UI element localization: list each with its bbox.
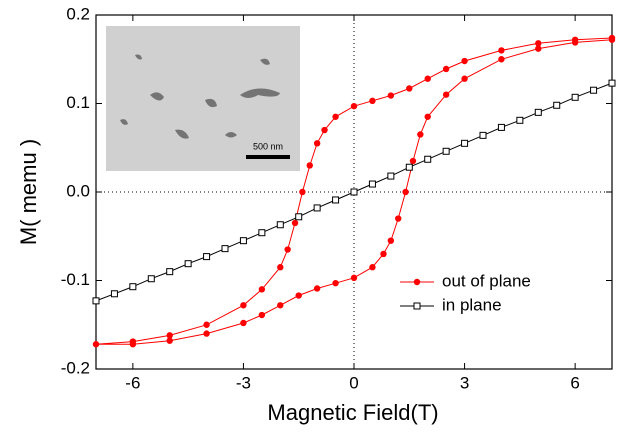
data-point [350, 102, 358, 110]
data-point [395, 215, 402, 222]
data-point [350, 274, 358, 282]
data-point [442, 65, 450, 73]
data-point [203, 321, 210, 328]
data-point [442, 147, 450, 155]
data-point [203, 253, 211, 261]
data-point [166, 337, 173, 344]
data-point [184, 260, 192, 268]
data-point [424, 75, 431, 82]
data-point [369, 264, 376, 271]
data-point [110, 290, 118, 298]
y-axis-label: M( memu ) [16, 139, 41, 245]
data-point [387, 172, 395, 180]
data-point [590, 86, 598, 94]
x-tick-label: 0 [349, 373, 358, 392]
data-point [497, 123, 505, 131]
y-tick-label: 0.2 [66, 4, 90, 23]
data-point [258, 286, 266, 293]
data-point [166, 268, 174, 276]
data-point [571, 39, 579, 46]
y-tick-label: 0.0 [66, 181, 90, 200]
x-tick-label: 3 [460, 373, 469, 392]
data-point [368, 180, 376, 188]
data-point [442, 91, 450, 98]
data-point [461, 139, 469, 147]
data-point [387, 92, 395, 99]
data-point [369, 97, 376, 105]
data-point [295, 292, 302, 299]
data-point [332, 279, 339, 287]
data-point [571, 93, 579, 101]
data-point [608, 36, 616, 43]
legend-marker [413, 278, 421, 286]
data-point [479, 131, 487, 139]
data-point [498, 47, 505, 54]
data-point [406, 85, 413, 92]
data-point [295, 213, 303, 221]
data-point [332, 196, 340, 204]
y-tick-label: -0.2 [61, 358, 90, 377]
data-point [321, 126, 328, 134]
data-point [608, 79, 616, 87]
data-point [306, 162, 313, 169]
inset-features [120, 54, 280, 139]
legend-marker [413, 302, 421, 310]
data-point [461, 57, 468, 65]
data-point [405, 163, 413, 171]
legend-label: out of plane [442, 271, 531, 290]
x-tick-label: -6 [125, 373, 140, 392]
inset-texture [106, 26, 300, 171]
data-point [553, 101, 561, 109]
data-point [203, 330, 210, 337]
data-point [424, 113, 431, 120]
data-point [284, 246, 291, 253]
data-point [313, 204, 321, 212]
data-point [147, 275, 155, 283]
scale-label: 500 nm [253, 141, 283, 151]
data-point [417, 131, 424, 138]
data-point [516, 116, 524, 124]
data-point [291, 219, 299, 227]
legend-label: in plane [442, 295, 502, 314]
data-point [332, 113, 339, 120]
data-point [402, 188, 409, 196]
data-point [535, 45, 542, 52]
data-point [350, 188, 358, 196]
data-point [166, 332, 173, 339]
data-point [380, 250, 387, 258]
data-point [535, 40, 542, 47]
data-point [258, 229, 266, 237]
y-tick-label: 0.1 [66, 93, 90, 112]
data-point [239, 237, 247, 245]
inset-image: 500 nm [106, 26, 300, 171]
data-point [498, 56, 505, 63]
data-point [276, 221, 284, 229]
data-point [313, 285, 321, 292]
data-point [277, 264, 284, 271]
x-axis-label: Magnetic Field(T) [267, 400, 438, 425]
data-point [240, 319, 247, 327]
data-point [424, 155, 432, 163]
data-point [221, 245, 229, 253]
data-point [461, 75, 468, 82]
data-point [92, 341, 100, 348]
data-point [92, 297, 100, 305]
data-point [534, 108, 542, 116]
data-point [240, 302, 247, 309]
x-tick-label: -3 [236, 373, 251, 392]
data-point [299, 188, 306, 196]
y-tick-label: -0.1 [61, 270, 90, 289]
data-point [387, 237, 395, 244]
data-point [258, 311, 266, 319]
data-point [409, 157, 417, 165]
x-tick-label: 6 [570, 373, 579, 392]
plot-frame [95, 14, 613, 370]
data-point [313, 140, 321, 147]
data-point [277, 302, 284, 309]
data-point [129, 283, 137, 291]
data-point [129, 341, 137, 348]
